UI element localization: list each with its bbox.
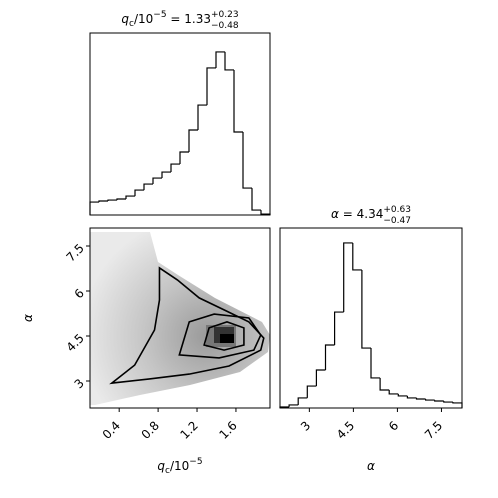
histogram-step: [297, 397, 308, 405]
histogram-step: [406, 395, 417, 399]
panel-title-part: −0.48: [211, 21, 239, 31]
histogram-step: [324, 344, 335, 371]
histogram-step: [206, 67, 216, 106]
histogram-step: [334, 311, 344, 345]
x-tick-label: 1.6: [216, 418, 239, 441]
panel-title-part: /10: [134, 12, 153, 26]
histogram-step: [107, 199, 117, 201]
axes-frame: [89, 32, 271, 216]
x-axis-label-part: c: [165, 466, 170, 476]
histogram-step: [89, 201, 99, 215]
histogram-step: [116, 198, 126, 201]
histogram-step: [197, 104, 207, 131]
histogram-step: [361, 269, 371, 349]
histogram-step: [161, 171, 171, 179]
sample-cloud: [90, 232, 270, 405]
histogram-step: [242, 132, 252, 189]
x-tick-label: 3: [298, 418, 313, 433]
histogram-step: [288, 404, 299, 407]
peak-density: [220, 334, 234, 343]
x-tick-label: 4.5: [334, 418, 357, 441]
panel-title: α = 4.34+0.63 −0.47: [331, 205, 411, 226]
y-tick-label: 3: [72, 376, 87, 391]
x-tick-label: 0.8: [139, 418, 162, 441]
x-axis-label-part: /10: [170, 459, 189, 473]
histogram-step: [134, 189, 144, 197]
histogram-step: [179, 151, 189, 165]
histogram-step: [152, 177, 162, 185]
x-tick-label: 0.4: [100, 418, 123, 441]
x-axis-label-part: q: [157, 459, 165, 473]
x-tick-label: 6: [386, 418, 401, 433]
panel-title-part: +0.63: [383, 205, 411, 215]
x-axis-label-part: −5: [189, 457, 202, 467]
histogram-step: [98, 200, 108, 203]
panel-title-part: −5: [153, 10, 166, 20]
x-tick-label: 7.5: [422, 418, 445, 441]
panel-title-part: q: [121, 12, 129, 26]
histogram-step: [170, 163, 180, 173]
panel-title-part: = 1.33: [167, 12, 211, 26]
panel-title-part: +0.23: [211, 10, 239, 20]
contour-line: [109, 266, 265, 385]
histogram-step: [434, 400, 444, 402]
histogram-step: [215, 51, 225, 68]
histogram-step: [260, 210, 271, 215]
histogram-step: [443, 400, 453, 403]
x-axis-label: qc/10−5: [157, 457, 202, 476]
histogram-step: [388, 390, 399, 395]
contour-line: [203, 321, 245, 351]
histogram-step: [306, 385, 317, 398]
histogram-step: [224, 51, 234, 71]
axes-frame: [89, 227, 271, 409]
histogram-step: [233, 69, 243, 133]
y-tick-label: 4.5: [64, 331, 87, 354]
histogram-step: [125, 195, 135, 199]
panel-title-part: −0.47: [383, 216, 411, 226]
histogram-step: [315, 369, 326, 387]
histogram-step: [352, 242, 362, 271]
histogram-step: [397, 393, 408, 397]
x-axis-label: α: [367, 459, 375, 473]
histogram-step: [143, 183, 153, 191]
histogram-step: [379, 377, 390, 391]
histogram-step: [343, 242, 353, 313]
histogram-step: [251, 188, 261, 211]
y-tick-label: 7.5: [64, 241, 87, 264]
histogram-step: [415, 397, 426, 400]
panel-title-part: c: [129, 19, 134, 29]
y-axis-label: α: [21, 314, 35, 322]
contour-line: [178, 313, 262, 359]
panel-title: qc/10−5 = 1.33+0.23 −0.48: [121, 10, 238, 31]
y-tick-label: 6: [72, 286, 87, 301]
axes-frame: [279, 227, 463, 409]
histogram-step: [188, 129, 198, 153]
panel-title-part: = 4.34: [339, 207, 383, 221]
panel-title-part: α: [331, 207, 339, 221]
histogram-step: [425, 399, 435, 401]
histogram-step: [279, 406, 290, 408]
x-tick-label: 1.2: [178, 418, 201, 441]
histogram-step: [370, 348, 381, 379]
histogram-step: [452, 402, 463, 408]
